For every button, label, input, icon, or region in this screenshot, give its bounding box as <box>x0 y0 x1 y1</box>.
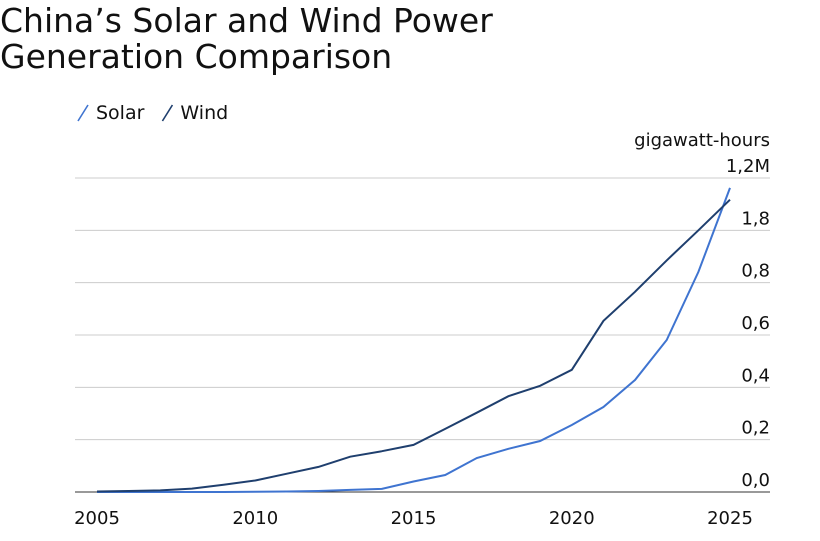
x-tick-label: 2015 <box>391 508 437 529</box>
legend-swatch <box>161 104 174 122</box>
y-tick-label: 0,2 <box>741 418 770 439</box>
legend-swatch <box>77 104 89 122</box>
x-tick-label: 2025 <box>707 508 753 529</box>
x-tick-label: 2010 <box>232 508 278 529</box>
y-tick-label: 0,4 <box>741 365 770 386</box>
x-tick-label: 2005 <box>74 508 120 529</box>
y-tick-label: 0,0 <box>741 470 770 491</box>
legend-label: Solar <box>96 102 145 124</box>
chart-title-line: Generation Comparison <box>0 37 392 76</box>
y-axis-label: gigawatt-hours <box>634 130 770 151</box>
y-tick-label: 0,6 <box>741 313 770 334</box>
y-tick-label: 1,8 <box>741 208 770 229</box>
series-line <box>96 198 731 493</box>
legend-label: Wind <box>180 102 228 124</box>
y-tick-label: 0,8 <box>741 261 770 282</box>
chart-title: China’s Solar and Wind Power Generation C… <box>0 1 493 76</box>
chart-title-line: China’s Solar and Wind Power <box>0 1 493 40</box>
series-line <box>97 187 731 493</box>
x-tick-label: 2020 <box>549 508 595 529</box>
y-tick-label: 1,2M <box>726 156 770 177</box>
